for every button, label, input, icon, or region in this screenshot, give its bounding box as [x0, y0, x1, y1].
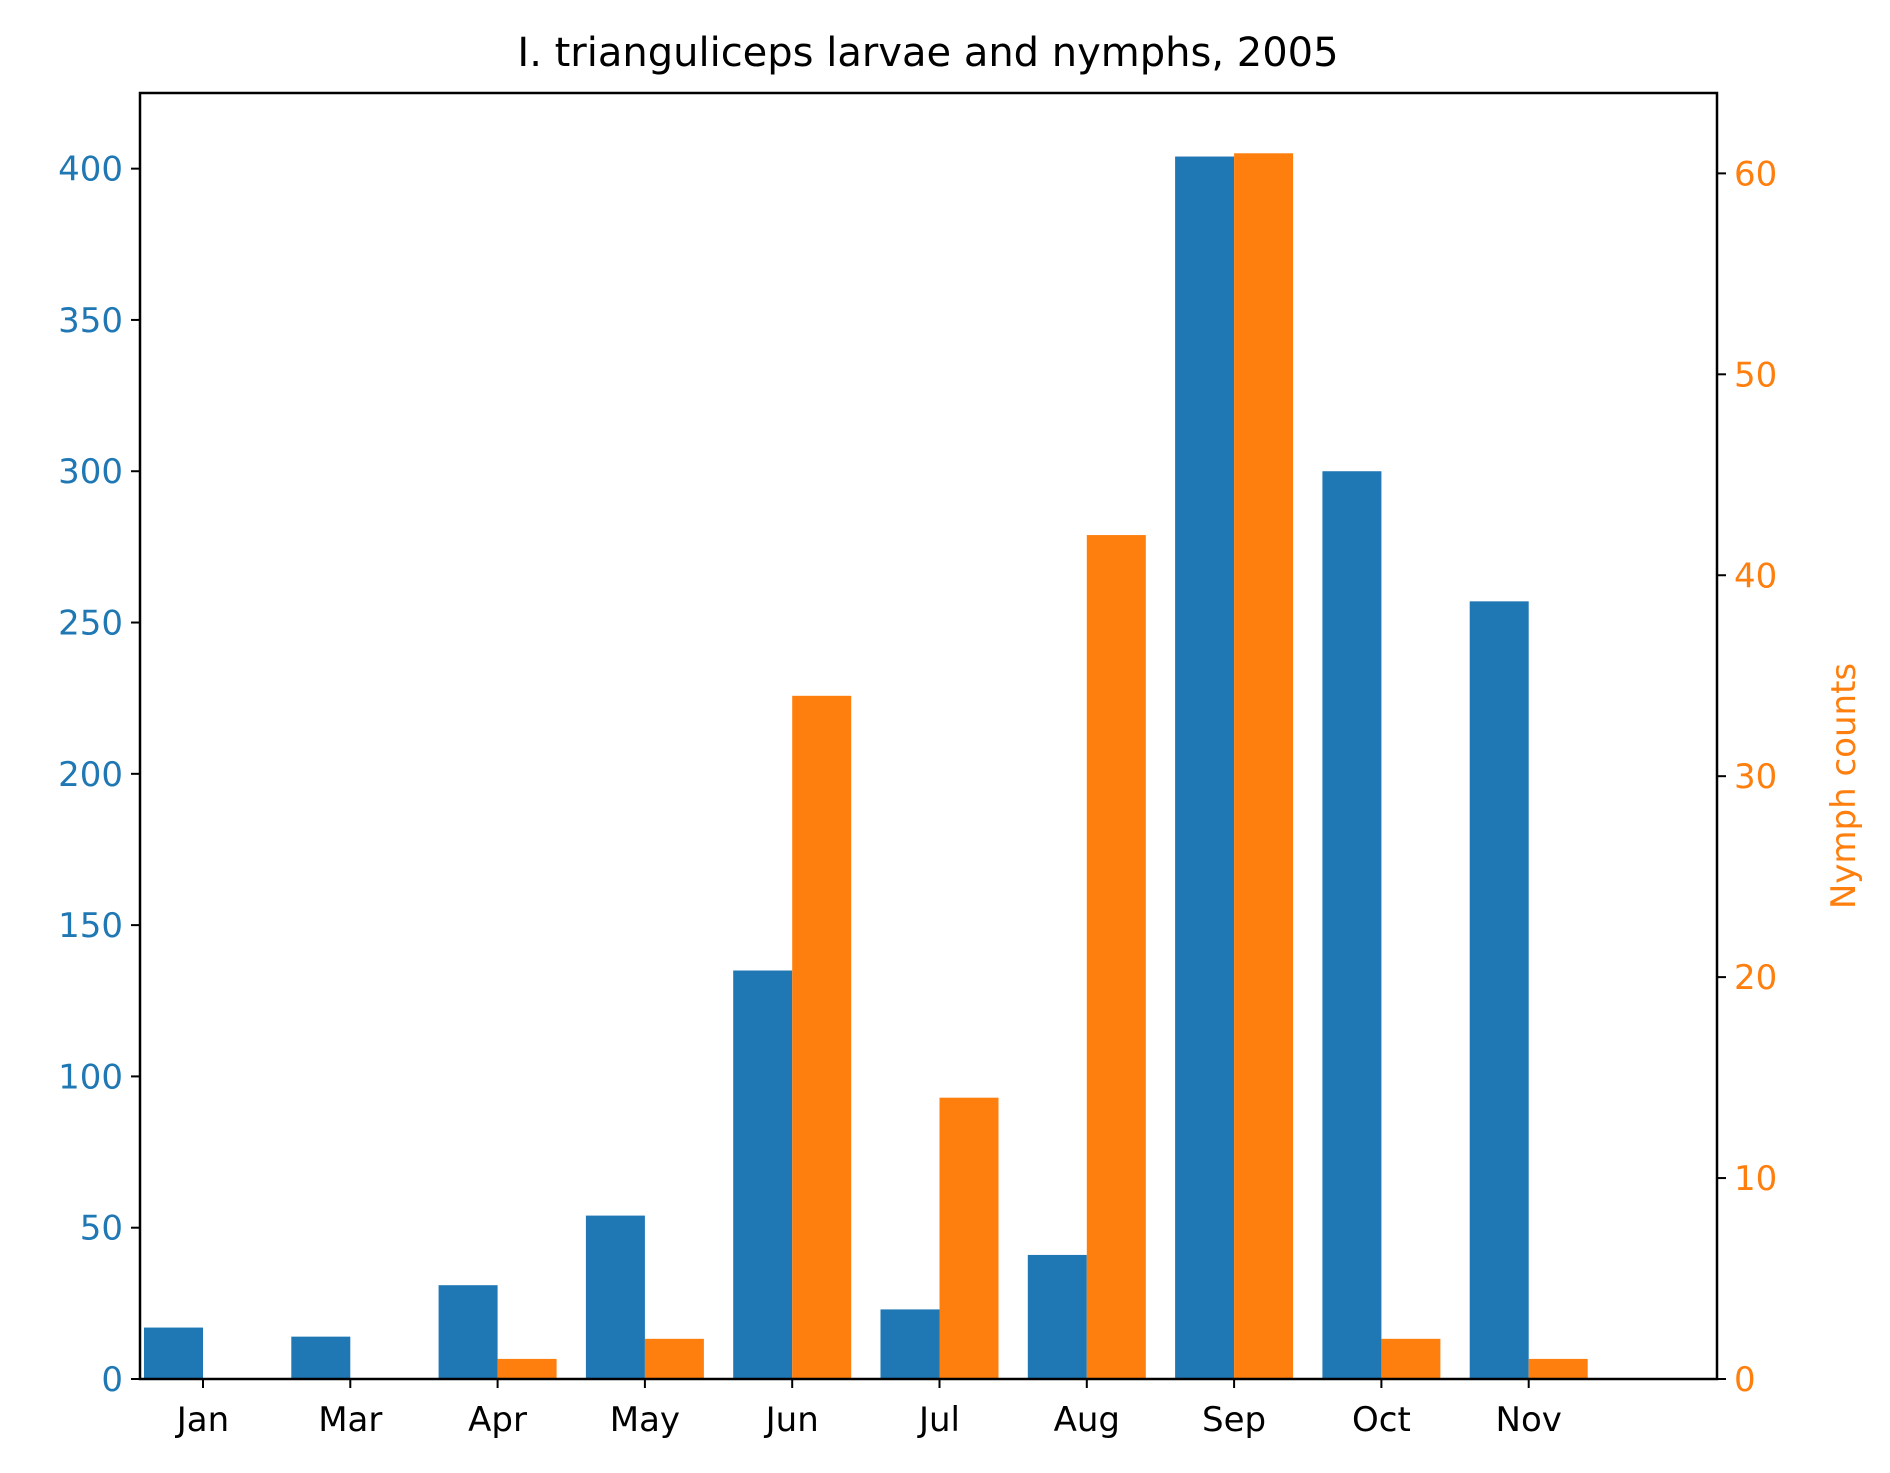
right-y-axis: 0 10 20 30 40 50 60 [1717, 154, 1777, 1400]
left-y-tick-label: 200 [58, 755, 123, 795]
x-tick-label: Mar [318, 1400, 382, 1440]
left-y-tick-label: 0 [101, 1360, 123, 1400]
x-tick-label: Aug [1054, 1400, 1120, 1440]
plot-frame [138, 91, 1719, 1381]
left-y-tick-label: 150 [58, 906, 123, 946]
x-tick-label: Jul [917, 1400, 960, 1440]
bar-right-aug [1086, 535, 1146, 1379]
right-y-tick-label: 30 [1734, 757, 1777, 797]
bar-left-apr [438, 1285, 498, 1379]
bar-left-mar [291, 1336, 351, 1379]
bar-right-sep [1234, 153, 1294, 1379]
left-y-tick-label: 400 [58, 150, 123, 190]
chart-title: I. trianguliceps larvae and nymphs, 2005 [517, 30, 1338, 76]
bars-layer [144, 153, 1588, 1379]
bar-right-nov [1528, 1358, 1588, 1379]
x-tick-label: Nov [1496, 1400, 1562, 1440]
bar-right-jun [792, 695, 852, 1379]
right-y-tick-label: 60 [1734, 154, 1777, 194]
left-y-tick-label: 350 [58, 301, 123, 341]
x-tick-label: May [610, 1400, 680, 1440]
left-y-tick-label: 100 [58, 1057, 123, 1097]
x-tick-label: Sep [1202, 1400, 1266, 1440]
right-y-tick-label: 40 [1734, 556, 1777, 596]
right-y-tick-label: 20 [1734, 958, 1777, 998]
bar-right-apr [497, 1358, 557, 1379]
left-y-tick-label: 50 [80, 1209, 123, 1249]
bar-right-jul [939, 1097, 999, 1379]
right-y-tick-label: 0 [1734, 1360, 1756, 1400]
x-tick-label: Jun [764, 1400, 819, 1440]
bar-left-may [585, 1215, 645, 1379]
bar-right-may [644, 1338, 704, 1379]
right-y-axis-label: Nymph counts [1824, 663, 1864, 909]
bar-left-jul [880, 1309, 940, 1379]
x-tick-label: Jan [175, 1400, 229, 1440]
bar-left-oct [1322, 471, 1382, 1379]
x-tick-label: Apr [468, 1400, 527, 1440]
bar-left-sep [1175, 156, 1235, 1379]
bar-right-oct [1381, 1338, 1441, 1379]
bar-left-aug [1027, 1254, 1087, 1379]
x-axis: Jan Mar Apr May Jun Jul Aug Sep Oct Nov [175, 1379, 1562, 1440]
right-y-tick-label: 50 [1734, 355, 1777, 395]
left-y-tick-label: 300 [58, 452, 123, 492]
bar-left-nov [1469, 601, 1529, 1379]
right-y-tick-label: 10 [1734, 1159, 1777, 1199]
left-y-tick-label: 250 [58, 604, 123, 644]
left-y-axis: 0 50 100 150 200 250 300 350 400 [58, 150, 140, 1400]
x-tick-label: Oct [1352, 1400, 1411, 1440]
bar-left-jan [144, 1327, 203, 1379]
bar-left-jun [733, 970, 793, 1379]
